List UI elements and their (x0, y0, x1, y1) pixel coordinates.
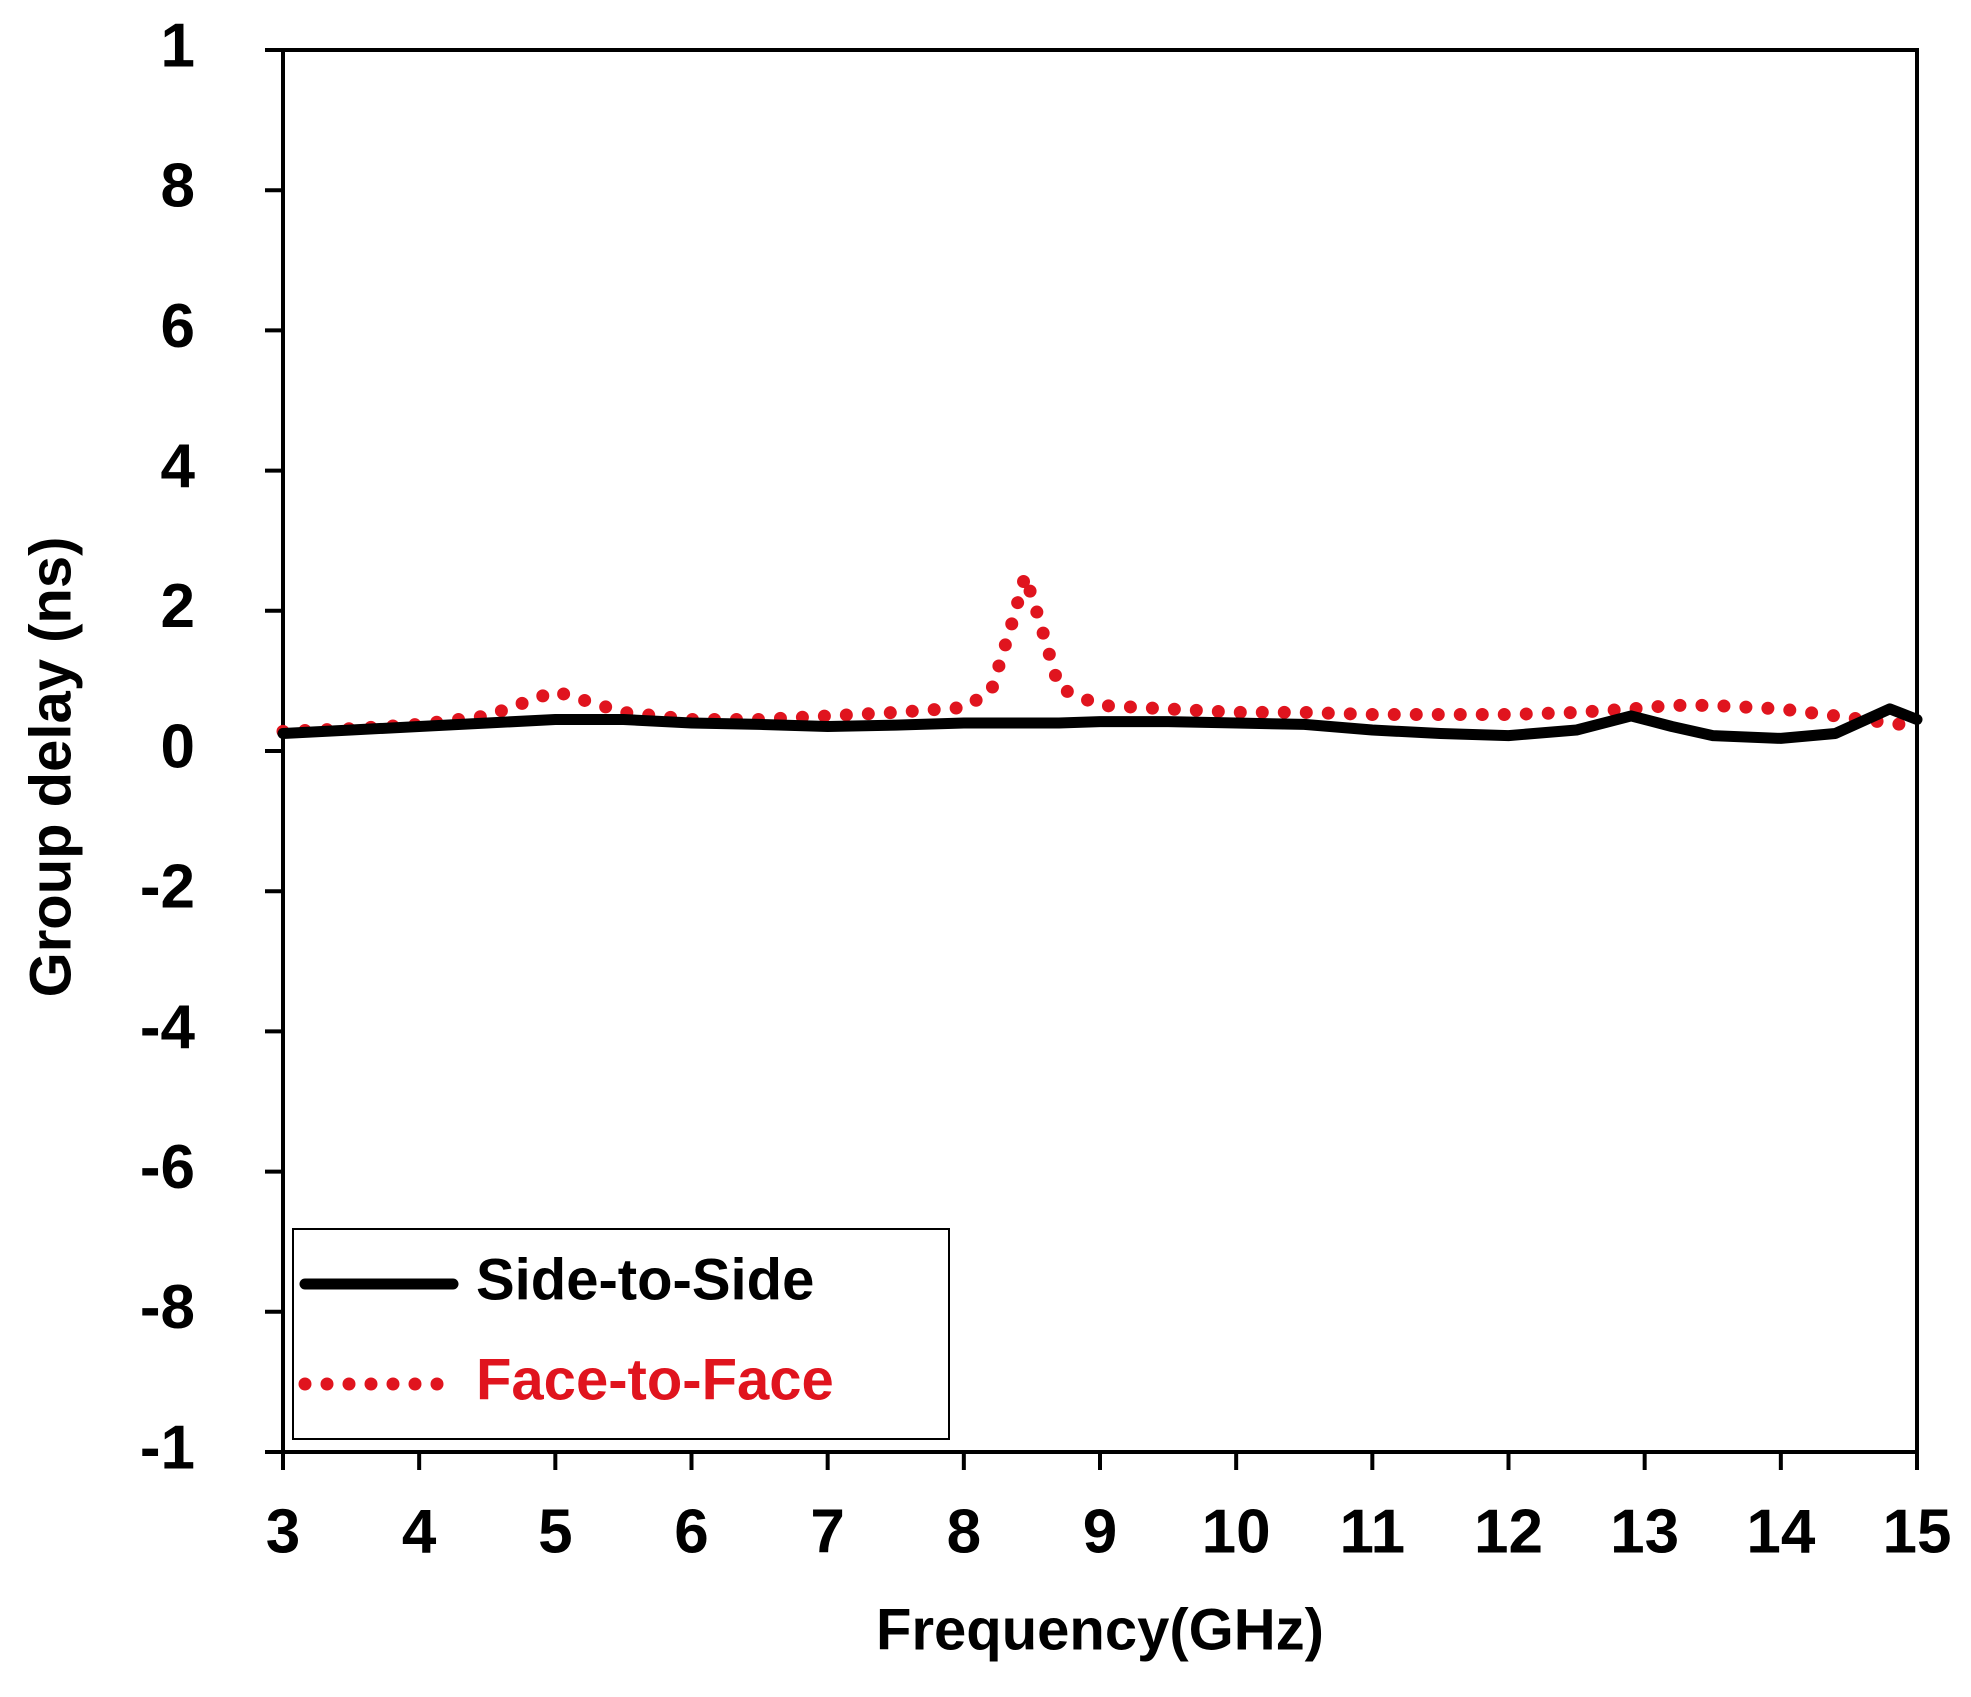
series-line (277, 703, 1923, 744)
x-axis-title: Frequency(GHz) (876, 1597, 1324, 1662)
x-tick-label: 12 (1474, 1497, 1543, 1566)
x-tick-label: 3 (266, 1497, 300, 1566)
y-tick-label: -2 (140, 853, 195, 922)
x-tick-label: 4 (402, 1497, 437, 1566)
x-tick-label: 10 (1202, 1497, 1271, 1566)
y-tick-label: 1 (161, 11, 195, 80)
y-tick-label: 8 (161, 152, 195, 221)
y-tick-label: 6 (161, 292, 195, 361)
x-tick-label: 11 (1340, 1497, 1406, 1566)
y-tick-label: 2 (161, 572, 195, 641)
x-tick-label: 6 (674, 1497, 708, 1566)
y-tick-label: -6 (140, 1133, 195, 1202)
series-line (276, 569, 1924, 738)
y-axis-title: Group delay (ns) (18, 537, 83, 998)
y-tick-label: 4 (161, 432, 196, 501)
x-tick-label: 8 (947, 1497, 981, 1566)
x-tick-label: 15 (1883, 1497, 1952, 1566)
x-tick-label: 9 (1083, 1497, 1117, 1566)
y-tick-label: -8 (140, 1273, 195, 1342)
x-tick-label: 14 (1746, 1497, 1815, 1566)
x-tick-label: 13 (1610, 1497, 1679, 1566)
y-tick-label: -1 (140, 1413, 195, 1482)
y-tick-label: 0 (161, 712, 195, 781)
y-tick-label: -4 (140, 993, 196, 1062)
legend-label: Side-to-Side (476, 1247, 814, 1312)
x-tick-label: 5 (538, 1497, 572, 1566)
legend-label: Face-to-Face (476, 1347, 834, 1412)
legend-box (292, 1228, 950, 1440)
x-tick-label: 7 (810, 1497, 844, 1566)
plot-frame (281, 48, 1919, 1454)
